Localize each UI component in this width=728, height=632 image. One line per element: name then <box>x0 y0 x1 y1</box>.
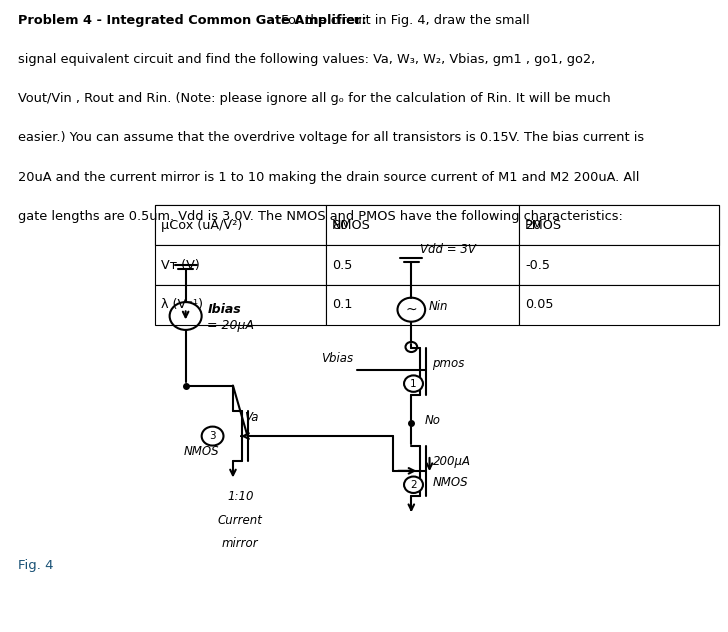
Text: Vbias: Vbias <box>321 351 353 365</box>
Text: Vout/Vin , Rout and Rin. (Note: please ignore all gₒ for the calculation of Rin.: Vout/Vin , Rout and Rin. (Note: please i… <box>18 92 611 106</box>
Text: 0.1: 0.1 <box>332 298 352 312</box>
Text: Va: Va <box>244 411 258 423</box>
Bar <box>326 205 519 245</box>
Text: 20uA and the current mirror is 1 to 10 making the drain source current of M1 and: 20uA and the current mirror is 1 to 10 m… <box>18 171 640 184</box>
Text: Nin: Nin <box>429 300 448 313</box>
Bar <box>155 245 326 285</box>
Text: PMOS: PMOS <box>525 219 562 232</box>
Bar <box>326 205 519 245</box>
Bar <box>519 285 719 325</box>
Text: ~: ~ <box>405 303 417 317</box>
Text: mirror: mirror <box>222 537 258 550</box>
Bar <box>326 245 519 285</box>
Text: 1:10: 1:10 <box>227 490 253 503</box>
Bar <box>155 285 326 325</box>
Text: Fig. 4: Fig. 4 <box>18 559 54 573</box>
Text: Current: Current <box>218 514 263 527</box>
Text: 3: 3 <box>209 431 216 441</box>
Text: NMOS: NMOS <box>183 446 219 458</box>
Text: 1: 1 <box>410 379 417 389</box>
Circle shape <box>202 427 223 446</box>
Text: gate lengths are 0.5um. Vdd is 3.0V. The NMOS and PMOS have the following charac: gate lengths are 0.5um. Vdd is 3.0V. The… <box>18 210 623 223</box>
Text: = 20μA: = 20μA <box>207 319 255 332</box>
Text: -0.5: -0.5 <box>525 258 550 272</box>
Bar <box>155 205 326 245</box>
Text: easier.) You can assume that the overdrive voltage for all transistors is 0.15V.: easier.) You can assume that the overdri… <box>18 131 644 145</box>
Bar <box>519 245 719 285</box>
Text: 0.5: 0.5 <box>332 258 352 272</box>
Text: λ (V⁻¹): λ (V⁻¹) <box>161 298 203 312</box>
Text: Problem 4 - Integrated Common Gate Amplifier:: Problem 4 - Integrated Common Gate Ampli… <box>18 14 367 27</box>
Text: pmos: pmos <box>432 357 464 370</box>
Text: Vᴛ (V): Vᴛ (V) <box>161 258 199 272</box>
Bar <box>155 205 326 245</box>
Text: No: No <box>424 414 440 427</box>
Circle shape <box>404 477 423 493</box>
Text: 2: 2 <box>410 480 417 490</box>
Text: μCox (uA/V²): μCox (uA/V²) <box>161 219 242 232</box>
Text: 200μA: 200μA <box>433 455 471 468</box>
Bar <box>326 285 519 325</box>
Bar <box>519 205 719 245</box>
Text: NMOS: NMOS <box>332 219 371 232</box>
Text: NMOS: NMOS <box>433 476 469 489</box>
Text: 80: 80 <box>332 219 348 232</box>
Bar <box>519 205 719 245</box>
Text: Vdd = 3V: Vdd = 3V <box>420 243 476 256</box>
Text: 0.05: 0.05 <box>525 298 553 312</box>
Text: signal equivalent circuit and find the following values: Va, W₃, W₂, Vbias, gm1 : signal equivalent circuit and find the f… <box>18 53 596 66</box>
Circle shape <box>404 375 423 392</box>
Text: Ibias: Ibias <box>207 303 241 316</box>
Text: For the circuit in Fig. 4, draw the small: For the circuit in Fig. 4, draw the smal… <box>277 14 530 27</box>
Text: 20: 20 <box>525 219 541 232</box>
